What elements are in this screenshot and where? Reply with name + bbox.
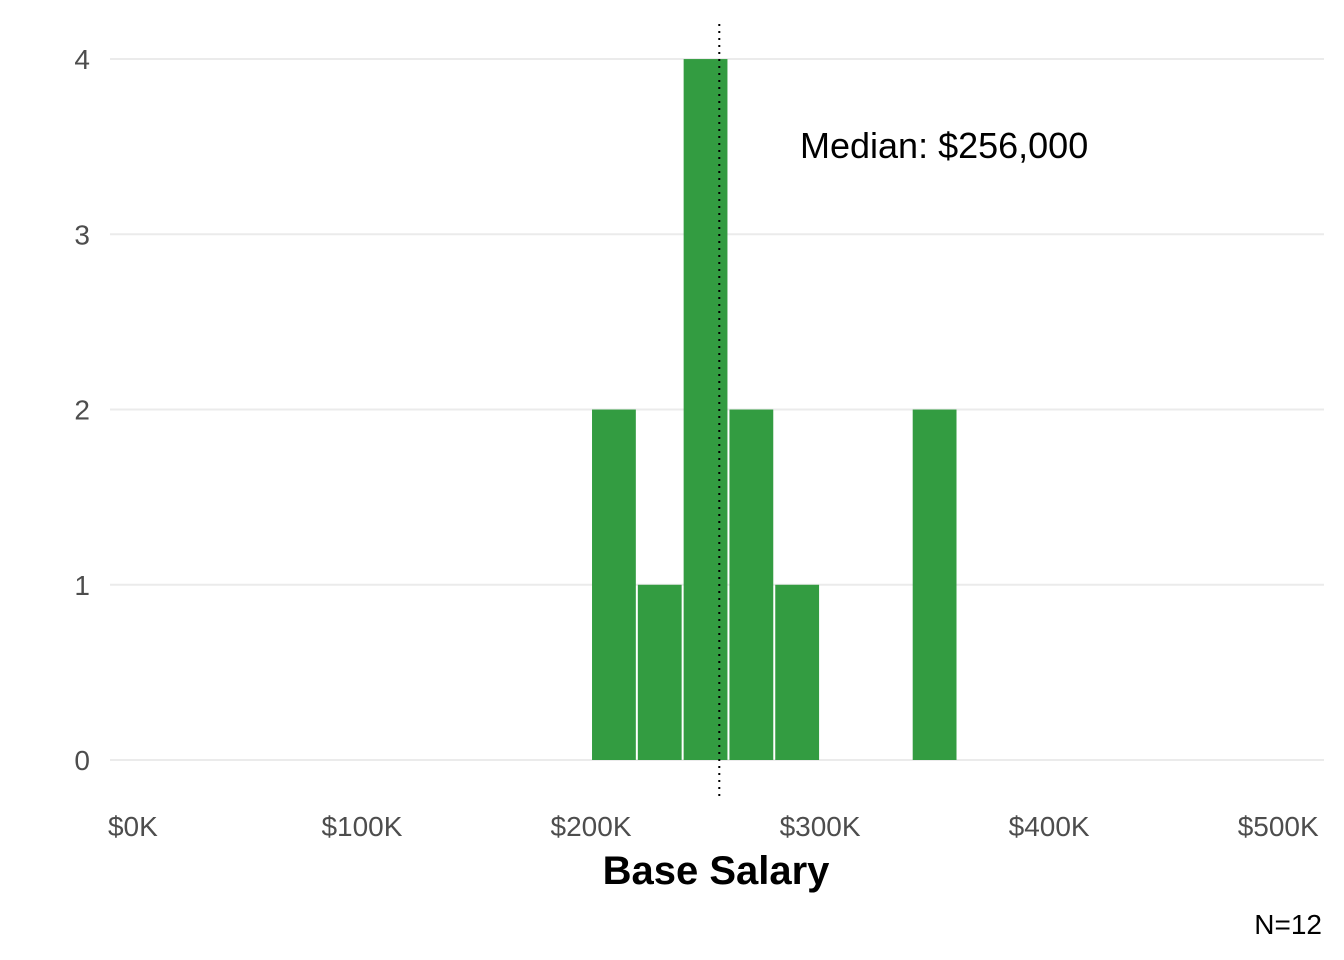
x-tick-label-3: $300K — [780, 811, 861, 842]
y-tick-label-0: 0 — [74, 745, 90, 776]
x-axis-title: Base Salary — [603, 849, 831, 893]
x-tick-label-5: $500K — [1238, 811, 1319, 842]
histogram-bar-0 — [592, 409, 636, 760]
x-tick-label-1: $100K — [321, 811, 402, 842]
y-tick-label-4: 4 — [74, 44, 90, 75]
histogram-bar-3 — [729, 409, 774, 760]
y-tick-label-3: 3 — [74, 219, 90, 250]
median-annotation: Median: $256,000 — [800, 125, 1088, 166]
histogram-bar-1 — [637, 584, 682, 760]
x-tick-label-4: $400K — [1009, 811, 1090, 842]
histogram-bar-7 — [912, 409, 957, 760]
histogram-bar-4 — [775, 584, 820, 760]
y-axis-ticks: 0 1 2 3 4 — [74, 44, 90, 776]
sample-size-caption: N=12 — [1254, 909, 1322, 940]
y-tick-label-2: 2 — [74, 395, 90, 426]
x-axis-ticks: $0K $100K $200K $300K $400K $500K — [108, 811, 1319, 842]
x-tick-label-2: $200K — [551, 811, 632, 842]
x-tick-label-0: $0K — [108, 811, 158, 842]
histogram-bar-2 — [683, 59, 728, 761]
y-tick-label-1: 1 — [74, 570, 90, 601]
